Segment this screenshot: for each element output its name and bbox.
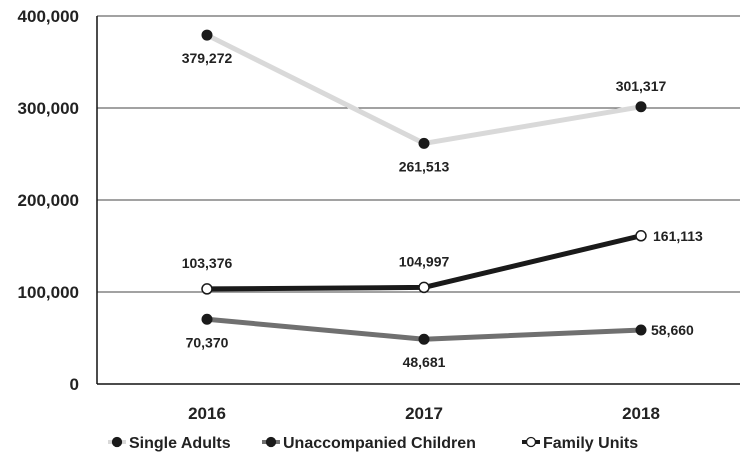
legend-marker [111, 436, 123, 448]
grid-lines [97, 15, 740, 293]
data-point [635, 230, 647, 242]
data-label: 103,376 [182, 255, 233, 271]
y-tick-label: 400,000 [18, 7, 79, 26]
data-label: 58,660 [651, 322, 694, 338]
data-label: 261,513 [399, 158, 450, 174]
legend-label: Single Adults [129, 435, 231, 452]
legend-marker [265, 436, 277, 448]
data-label: 161,113 [653, 228, 703, 244]
data-point [201, 29, 213, 41]
data-point [418, 281, 430, 294]
axes [96, 16, 740, 385]
data-point [635, 101, 647, 113]
data-point [201, 313, 213, 325]
data-label: 301,317 [616, 78, 667, 94]
legend-marker [525, 436, 537, 448]
legend: Single Adults Unaccompanied Children Famil… [108, 435, 638, 452]
y-tick-labels: 0 100,000 200,000 300,000 400,000 [18, 7, 79, 394]
data-label: 104,997 [399, 253, 450, 269]
x-tick-label: 2016 [188, 404, 226, 423]
y-tick-label: 300,000 [18, 99, 79, 118]
series-lines [205, 32, 642, 342]
y-tick-label: 0 [70, 375, 79, 394]
x-tick-label: 2018 [622, 404, 660, 423]
data-label: 70,370 [186, 334, 229, 350]
series-line [205, 32, 642, 146]
data-point [635, 324, 647, 336]
x-tick-label: 2017 [405, 404, 443, 423]
x-tick-labels: 2016 2017 2018 [188, 404, 660, 423]
data-labels: 379,272 261,513 301,317 70,370 48,681 58,660 1… [182, 50, 703, 370]
data-point [418, 137, 430, 149]
series-markers [201, 29, 647, 345]
data-point [201, 283, 213, 295]
legend-label: Family Units [543, 435, 638, 452]
y-tick-label: 100,000 [18, 283, 79, 302]
data-label: 379,272 [182, 50, 233, 66]
legend-label: Unaccompanied Children [283, 435, 476, 452]
data-point [418, 333, 430, 345]
data-label: 48,681 [403, 354, 446, 370]
y-tick-label: 200,000 [18, 191, 79, 210]
